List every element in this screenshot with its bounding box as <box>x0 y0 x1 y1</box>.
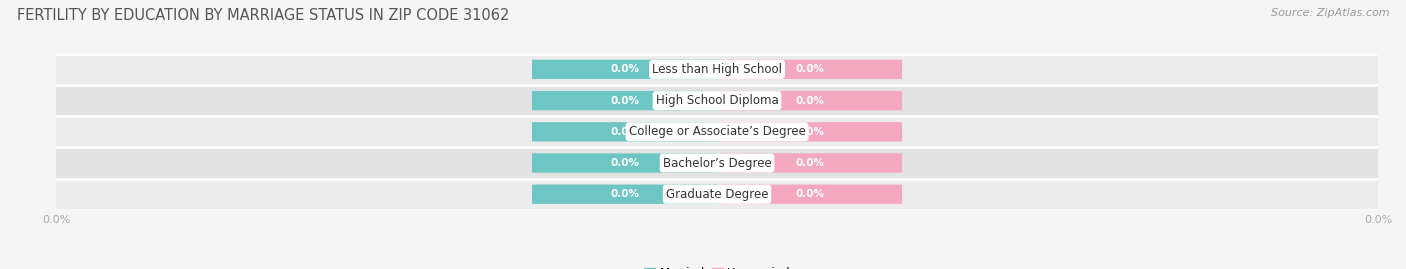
FancyBboxPatch shape <box>717 185 903 204</box>
FancyBboxPatch shape <box>717 153 903 173</box>
FancyBboxPatch shape <box>531 153 717 173</box>
Text: 0.0%: 0.0% <box>794 158 824 168</box>
Bar <box>56 116 1378 147</box>
FancyBboxPatch shape <box>531 60 717 79</box>
Text: 0.0%: 0.0% <box>794 127 824 137</box>
Text: 0.0%: 0.0% <box>610 189 640 199</box>
Text: Graduate Degree: Graduate Degree <box>666 188 768 201</box>
Text: 0.0%: 0.0% <box>610 64 640 75</box>
FancyBboxPatch shape <box>717 60 903 79</box>
Text: Source: ZipAtlas.com: Source: ZipAtlas.com <box>1271 8 1389 18</box>
Bar <box>56 54 1378 85</box>
Text: College or Associate’s Degree: College or Associate’s Degree <box>628 125 806 138</box>
FancyBboxPatch shape <box>531 185 717 204</box>
Text: High School Diploma: High School Diploma <box>655 94 779 107</box>
FancyBboxPatch shape <box>717 91 903 110</box>
FancyBboxPatch shape <box>531 122 717 141</box>
Text: 0.0%: 0.0% <box>794 64 824 75</box>
Text: 0.0%: 0.0% <box>610 127 640 137</box>
Text: Bachelor’s Degree: Bachelor’s Degree <box>662 157 772 169</box>
FancyBboxPatch shape <box>717 122 903 141</box>
Bar <box>56 85 1378 116</box>
Text: 0.0%: 0.0% <box>794 189 824 199</box>
FancyBboxPatch shape <box>531 91 717 110</box>
Bar <box>56 179 1378 210</box>
Text: 0.0%: 0.0% <box>794 95 824 106</box>
Text: FERTILITY BY EDUCATION BY MARRIAGE STATUS IN ZIP CODE 31062: FERTILITY BY EDUCATION BY MARRIAGE STATU… <box>17 8 509 23</box>
Text: 0.0%: 0.0% <box>610 158 640 168</box>
Legend: Married, Unmarried: Married, Unmarried <box>640 263 794 269</box>
Text: Less than High School: Less than High School <box>652 63 782 76</box>
Text: 0.0%: 0.0% <box>610 95 640 106</box>
Bar <box>56 147 1378 179</box>
